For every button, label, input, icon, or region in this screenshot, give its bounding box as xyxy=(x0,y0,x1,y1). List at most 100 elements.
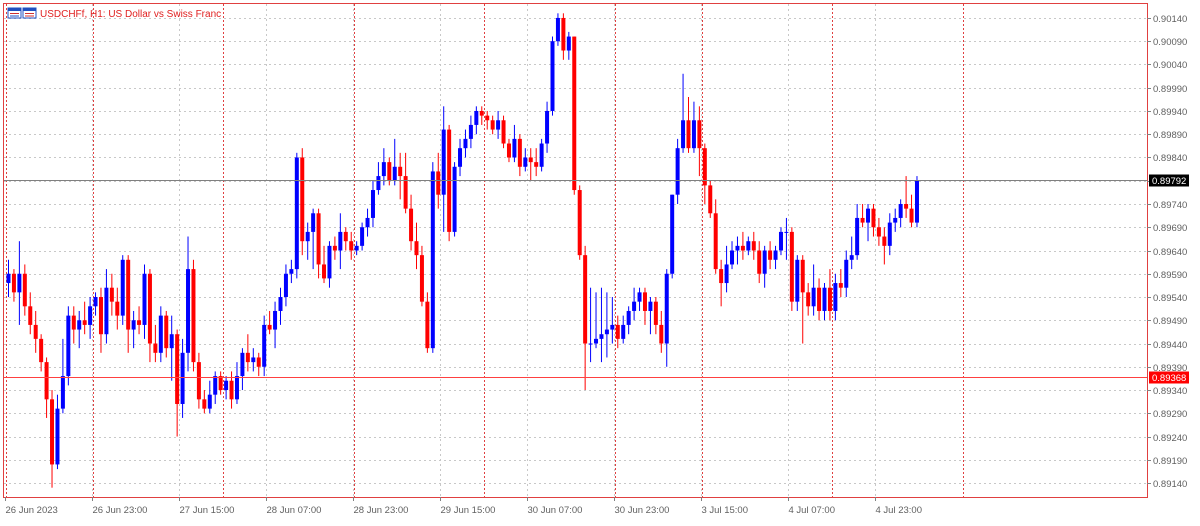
candle xyxy=(349,231,354,260)
time-tick-label: 3 Jul 15:00 xyxy=(702,505,748,516)
candle xyxy=(278,287,283,325)
candle xyxy=(381,148,386,186)
candle-body xyxy=(642,292,647,311)
candle xyxy=(245,334,250,372)
candle-body xyxy=(675,148,680,195)
candle xyxy=(871,203,876,237)
candle xyxy=(28,292,33,335)
candle-body xyxy=(109,287,114,302)
candle xyxy=(588,287,593,363)
candle xyxy=(626,306,631,335)
price-tick-label: 0.90090 xyxy=(1153,37,1187,48)
candle xyxy=(33,310,38,353)
time-tick-label: 4 Jul 23:00 xyxy=(876,505,922,516)
candle-body xyxy=(860,217,865,223)
time-tick-label: 29 Jun 15:00 xyxy=(441,505,496,516)
candle xyxy=(838,269,843,298)
candle xyxy=(93,292,98,316)
candle xyxy=(137,306,142,335)
candle xyxy=(702,143,707,204)
candle xyxy=(855,203,860,260)
candle-body xyxy=(904,203,909,209)
candle-body xyxy=(784,231,789,233)
candle xyxy=(104,269,109,344)
candle-body xyxy=(387,162,392,181)
candle xyxy=(419,245,424,307)
candle xyxy=(784,217,789,260)
candle-body xyxy=(191,269,196,363)
candle-body xyxy=(88,306,93,325)
candle-body xyxy=(599,334,604,339)
candle-body xyxy=(153,343,158,353)
candle-body xyxy=(855,217,860,256)
chart-header: USDCHFf, H1: US Dollar vs Swiss Franc xyxy=(7,7,221,20)
candle-body xyxy=(50,399,55,465)
candle-body xyxy=(572,36,577,191)
candle xyxy=(305,222,310,260)
candle-body xyxy=(528,157,533,163)
candle-body xyxy=(566,36,571,51)
time-tick-label: 30 Jun 07:00 xyxy=(528,505,583,516)
candle-body xyxy=(11,273,16,293)
price-tick-label: 0.89940 xyxy=(1153,107,1187,118)
candle xyxy=(833,273,838,321)
candle xyxy=(632,287,637,321)
time-axis[interactable]: 26 Jun 2023 26 Jun 23:00 27 Jun 15:00 28 Ju… xyxy=(5,497,922,516)
candle xyxy=(789,227,794,311)
candle xyxy=(365,208,370,237)
candle xyxy=(409,194,414,251)
candle xyxy=(398,152,403,200)
candle xyxy=(844,250,849,298)
candle-body xyxy=(681,120,686,149)
candle-body xyxy=(338,231,343,251)
candle xyxy=(71,306,76,344)
candle-body xyxy=(158,315,163,353)
candle xyxy=(468,115,473,149)
candle xyxy=(670,194,675,279)
candle xyxy=(474,106,479,135)
candle xyxy=(147,269,152,363)
candle-body xyxy=(6,273,11,284)
candle xyxy=(332,236,337,260)
candle-body xyxy=(800,259,805,293)
candle xyxy=(403,152,408,214)
candle xyxy=(50,390,55,488)
price-tick-label: 0.89190 xyxy=(1153,456,1187,467)
candle xyxy=(126,255,131,353)
candle-body xyxy=(55,408,60,465)
candle-body xyxy=(240,352,245,377)
candle xyxy=(882,227,887,265)
candle-body xyxy=(637,292,642,302)
candle-body xyxy=(430,171,435,349)
candle xyxy=(338,213,343,270)
price-axis[interactable]: 0.90140 0.90090 0.90040 0.89990 0.89940 0.898… xyxy=(1147,14,1189,490)
candle xyxy=(876,217,881,246)
candle-body xyxy=(833,283,838,311)
candle xyxy=(768,241,773,270)
candle-body xyxy=(561,17,566,51)
candle-body xyxy=(283,273,288,298)
candle-body xyxy=(501,120,506,144)
candle-body xyxy=(104,287,109,335)
candle-body xyxy=(702,148,707,186)
candle-body xyxy=(898,203,903,218)
candle-body xyxy=(245,352,250,363)
candle-body xyxy=(28,306,33,325)
candle-body xyxy=(365,217,370,228)
candle-body xyxy=(403,176,408,209)
candle-body xyxy=(354,245,359,251)
candle-body xyxy=(33,324,38,339)
candle-body xyxy=(822,287,827,311)
candle-body xyxy=(534,162,539,167)
candle xyxy=(441,106,446,232)
candle-series xyxy=(6,13,919,488)
candle xyxy=(360,222,365,251)
candle-body xyxy=(795,259,800,302)
candle xyxy=(60,338,65,414)
candle-body xyxy=(485,115,490,121)
candle xyxy=(120,255,125,325)
candle-body xyxy=(294,157,299,270)
candle xyxy=(534,148,539,177)
